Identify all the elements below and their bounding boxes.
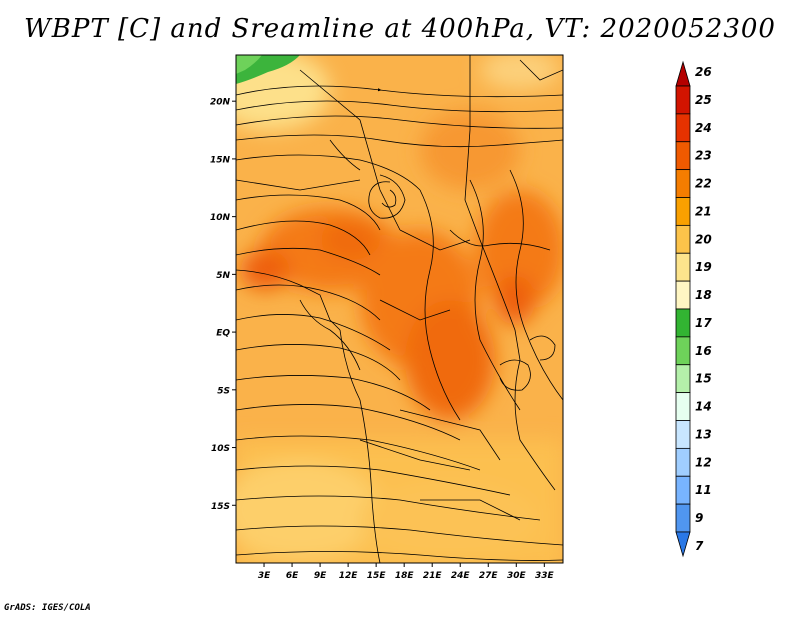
- lat-tick-label: 10N: [210, 213, 231, 223]
- lon-tick-label: 6E: [286, 571, 299, 581]
- lon-tick-label: 18E: [395, 571, 415, 581]
- colorbar-box: [675, 224, 691, 254]
- lon-tick-label: 21E: [423, 571, 443, 581]
- lon-tick-label: 3E: [258, 571, 271, 581]
- longitude-axis: 3E 6E 9E 12E 15E 18E 21E 24E 27E 30E 33E: [258, 563, 555, 581]
- color-bar-legend: 26 25 24 23 22 21 20 19 18 17 16 15 14 13 12 11 9 7: [675, 60, 712, 558]
- lat-tick-label: 5N: [216, 271, 230, 281]
- lat-tick-label: 15S: [211, 502, 230, 512]
- wbpt-color-field: [236, 55, 563, 563]
- lon-tick-label: 27E: [479, 571, 499, 581]
- colorbar-label: 11: [695, 483, 712, 497]
- colorbar-box: [675, 336, 691, 366]
- colorbar-box: [675, 113, 691, 143]
- colorbar-box: [675, 420, 691, 449]
- country-borders: [236, 55, 563, 563]
- colorbar-label: 24: [695, 121, 712, 135]
- latitude-axis: 20N 15N 10N 5N EQ 5S 10S 15S: [210, 98, 236, 512]
- colorbar-label: 18: [695, 288, 712, 302]
- colorbar-box: [675, 197, 691, 226]
- lon-tick-label: 9E: [314, 571, 327, 581]
- colorbar-box: [675, 252, 691, 282]
- colorbar-box: [675, 280, 691, 310]
- colorbar-box: [675, 503, 691, 533]
- colorbar-label: 26: [695, 65, 712, 79]
- lon-tick-label: 12E: [339, 571, 359, 581]
- colorbar-box: [675, 475, 691, 505]
- colorbar-box: [675, 447, 691, 477]
- colorbar-box: [675, 364, 691, 394]
- colorbar-label: 14: [695, 400, 712, 414]
- colorbar-label: 12: [695, 455, 712, 469]
- lon-tick-label: 33E: [535, 571, 555, 581]
- map-title: WBPT [C] and Sreamline at 400hPa, VT: 20…: [24, 14, 776, 44]
- grads-credit: GrADS: IGES/COLA: [4, 603, 91, 613]
- wbpt-streamline-map: 20N 15N 10N 5N EQ 5S 10S 15S 3E 6E 9E 12E 15E 18E 21E…: [210, 54, 712, 581]
- colorbar-box: [675, 141, 691, 171]
- colorbar-top-triangle: [675, 60, 691, 87]
- colorbar-label: 25: [695, 93, 712, 107]
- colorbar-box: [675, 392, 691, 421]
- colorbar-label: 7: [695, 539, 704, 553]
- colorbar-box: [675, 85, 691, 115]
- colorbar-label: 19: [695, 260, 712, 274]
- colorbar-label: 21: [695, 204, 712, 218]
- lat-tick-label: 5S: [217, 386, 230, 396]
- colorbar-box: [675, 169, 691, 198]
- lat-tick-label: 15N: [210, 155, 231, 165]
- map-frame: [235, 54, 564, 564]
- colorbar-bottom-triangle: [675, 531, 691, 558]
- lat-tick-label: EQ: [216, 329, 230, 339]
- colorbar-label: 22: [695, 177, 712, 191]
- colorbar-label: 15: [695, 372, 712, 386]
- colorbar-label: 13: [695, 427, 712, 441]
- colorbar-label: 20: [695, 232, 712, 246]
- colorbar-label: 9: [695, 511, 703, 525]
- colorbar-label: 23: [695, 149, 712, 163]
- colorbar-label: 17: [695, 316, 712, 330]
- colorbar-label: 16: [695, 344, 712, 358]
- streamlines: [236, 85, 563, 561]
- lat-tick-label: 10S: [211, 444, 230, 454]
- lon-tick-label: 15E: [367, 571, 387, 581]
- lat-tick-label: 20N: [210, 98, 231, 108]
- colorbar-box: [675, 308, 691, 338]
- lon-tick-label: 30E: [507, 571, 527, 581]
- lon-tick-label: 24E: [451, 571, 471, 581]
